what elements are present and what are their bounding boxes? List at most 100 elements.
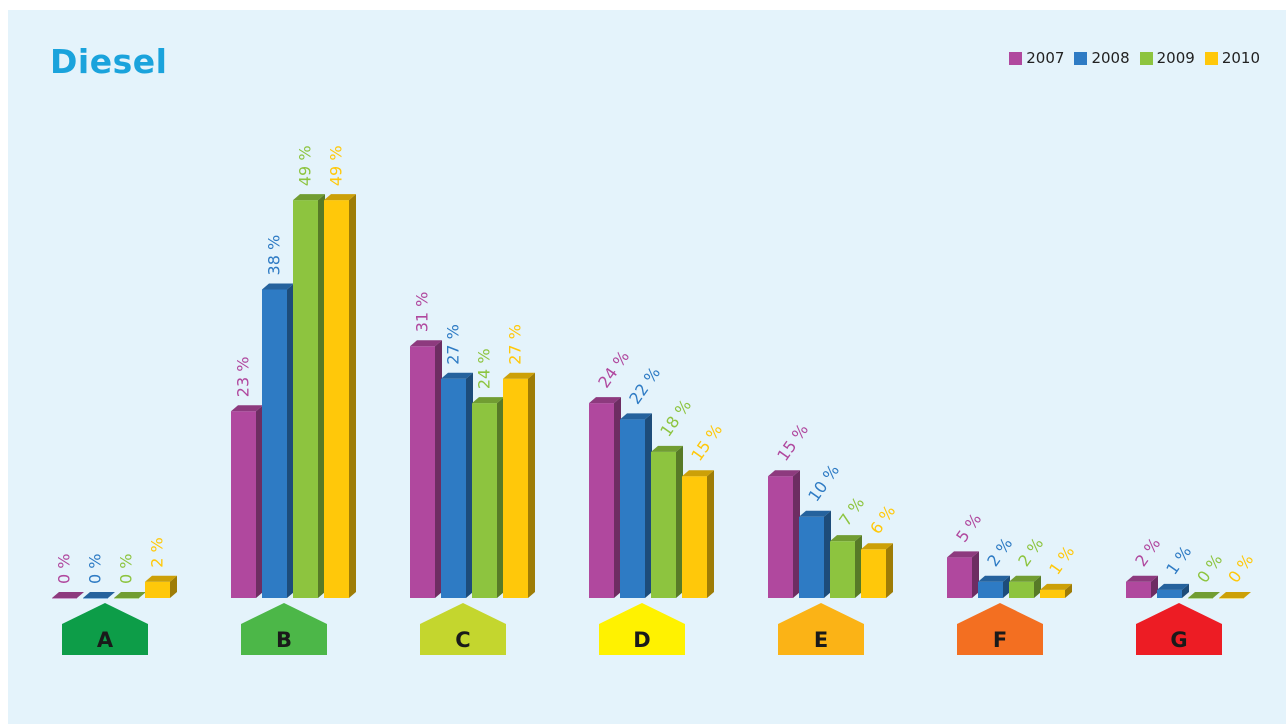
- category-badge-D: [599, 603, 685, 655]
- bar-side: [824, 510, 831, 598]
- value-label: 24 %: [594, 347, 633, 391]
- bar-side: [435, 340, 442, 598]
- value-label: 22 %: [625, 363, 664, 407]
- bar-C-2009: [472, 397, 504, 598]
- bar-front: [114, 598, 139, 599]
- category-badge-G: [1136, 603, 1222, 655]
- category-label-E: E: [814, 628, 828, 652]
- value-label: 15 %: [687, 420, 726, 464]
- bar-top: [947, 551, 979, 558]
- bar-front: [293, 200, 318, 598]
- bar-side: [466, 372, 473, 598]
- bar-side: [318, 194, 325, 598]
- bar-top: [472, 397, 504, 404]
- bar-E-2008: [799, 510, 831, 598]
- bar-B-2010: [324, 194, 356, 598]
- value-label: 15 %: [773, 420, 812, 464]
- category-badge-E: [778, 603, 864, 655]
- value-label: 2 %: [983, 534, 1016, 570]
- bar-top: [410, 340, 442, 347]
- bar-side: [256, 405, 263, 598]
- bar-front: [410, 346, 435, 598]
- bar-D-2009: [651, 445, 683, 598]
- bar-side: [707, 470, 714, 598]
- bar-top: [1219, 592, 1251, 598]
- value-label: 5 %: [952, 510, 985, 546]
- bar-top: [1009, 575, 1041, 582]
- category-label-G: G: [1170, 628, 1187, 652]
- value-label: 23 %: [234, 357, 253, 398]
- bar-B-2007: [231, 405, 263, 598]
- bar-front: [52, 598, 77, 599]
- bar-front: [231, 411, 256, 598]
- bar-front: [1188, 598, 1213, 599]
- bar-top: [145, 575, 177, 582]
- legend-label-2010: 2010: [1221, 49, 1260, 67]
- bar-top: [503, 372, 535, 379]
- bar-side: [676, 445, 683, 598]
- bar-side: [614, 397, 621, 598]
- bar-side: [1151, 575, 1158, 598]
- value-label: 49 %: [327, 145, 346, 186]
- bar-side: [1182, 583, 1189, 598]
- bar-front: [861, 549, 886, 598]
- bar-F-2007: [947, 551, 979, 598]
- value-label: 0 %: [55, 554, 74, 584]
- bar-front: [324, 200, 349, 598]
- bar-side: [170, 575, 177, 598]
- bar-D-2008: [620, 413, 652, 598]
- bar-E-2007: [768, 470, 800, 598]
- legend-item-2007: 2007: [1009, 49, 1064, 67]
- value-label: 24 %: [475, 348, 494, 389]
- category-label-B: B: [276, 628, 292, 652]
- bar-front: [620, 419, 645, 598]
- bar-side: [349, 194, 356, 598]
- value-label: 18 %: [656, 396, 695, 440]
- bar-front: [830, 541, 855, 598]
- chart-title: Diesel: [50, 42, 168, 81]
- bar-E-2009: [830, 535, 862, 598]
- value-label: 0 %: [1224, 550, 1257, 586]
- value-label: 49 %: [296, 145, 315, 186]
- legend-label-2009: 2009: [1156, 49, 1195, 67]
- value-label: 6 %: [866, 502, 899, 538]
- bar-C-2010: [503, 372, 535, 598]
- category-badge-A: [62, 603, 148, 655]
- bar-top: [114, 592, 146, 598]
- bar-front: [978, 581, 1003, 598]
- bar-top: [830, 535, 862, 542]
- bar-top: [1188, 592, 1220, 598]
- bar-F-2009: [1009, 575, 1041, 598]
- category-badge-F: [957, 603, 1043, 655]
- bar-top: [620, 413, 652, 420]
- bar-top: [262, 283, 294, 290]
- bar-front: [651, 451, 676, 598]
- bar-A-2009: [114, 592, 146, 599]
- bar-top: [589, 397, 621, 404]
- bar-front: [947, 557, 972, 598]
- bar-side: [287, 283, 294, 598]
- value-label: 7 %: [835, 494, 868, 530]
- bar-top: [768, 470, 800, 477]
- bar-front: [472, 403, 497, 598]
- bar-top: [83, 592, 115, 598]
- legend-item-2010: 2010: [1204, 49, 1260, 67]
- value-label: 1 %: [1162, 542, 1195, 578]
- bar-top: [441, 372, 473, 379]
- bar-C-2007: [410, 340, 442, 598]
- bar-side: [528, 372, 535, 598]
- bar-D-2010: [682, 470, 714, 598]
- bar-top: [861, 543, 893, 550]
- bar-A-2008: [83, 592, 115, 599]
- value-label: 10 %: [804, 461, 843, 505]
- bar-front: [145, 581, 170, 598]
- legend: 2007 2008 2009 2010: [999, 49, 1260, 67]
- value-label: 2 %: [1131, 534, 1164, 570]
- legend-swatch-2008: [1074, 51, 1088, 65]
- category-label-D: D: [633, 628, 650, 652]
- bar-front: [83, 598, 108, 599]
- category-label-C: C: [455, 628, 470, 652]
- category-label-A: A: [97, 628, 114, 652]
- bar-side: [886, 543, 893, 598]
